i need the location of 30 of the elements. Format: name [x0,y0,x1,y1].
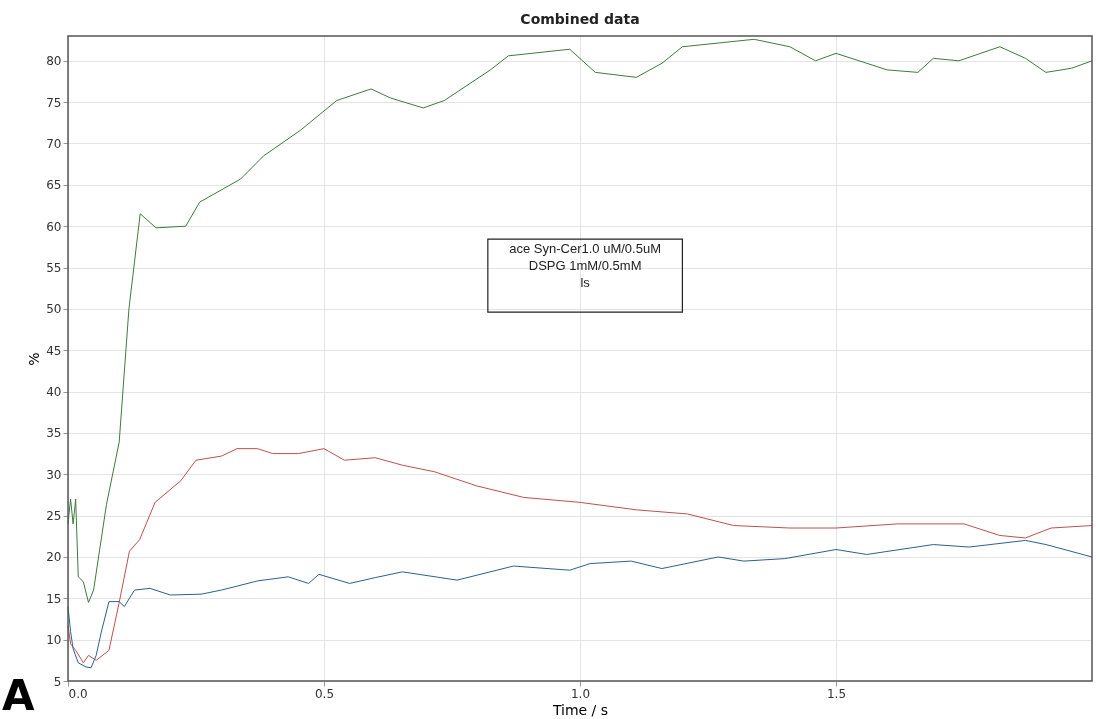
x-tick-label: 0.5 [314,686,335,701]
text: A [2,671,35,719]
line-series [67,448,1093,664]
x-tick-label: 0.0 [68,686,88,701]
annotation: ace Syn-Cer1.0 uM/0.5uM [509,241,661,257]
y-tick-label: 60 [46,219,62,234]
y-tick-label: 70 [46,137,62,151]
y-tick-label: 25 [46,509,62,524]
y-tick-label: 10 [46,633,62,648]
x-tick-label: 1.0 [570,686,591,701]
y-tick-label: 35 [46,426,62,441]
line-series [67,539,1093,669]
y-tick-label: 75 [46,95,62,110]
y-tick-label: 65 [46,178,62,193]
annotation: DSPG 1mM/0.5mM [528,258,642,274]
line-series [67,38,1093,603]
annotation: ls [580,275,591,291]
y-tick-label: 5 [53,674,62,689]
y-tick-label: 20 [46,550,62,565]
y-tick-label: 50 [46,302,62,317]
y-tick-label: 15 [46,591,62,606]
y-tick-label: 45 [46,343,62,358]
y-tick-label: 30 [46,467,62,482]
y-tick-label: 80 [46,54,62,69]
x-tick-label: 1.5 [826,686,847,701]
x-axis-title: Time / s [551,701,609,718]
chart-title: Combined data [520,11,640,28]
y-tick-label: 40 [46,385,62,400]
y-axis-title: % [26,352,43,366]
y-tick-label: 55 [46,261,62,276]
